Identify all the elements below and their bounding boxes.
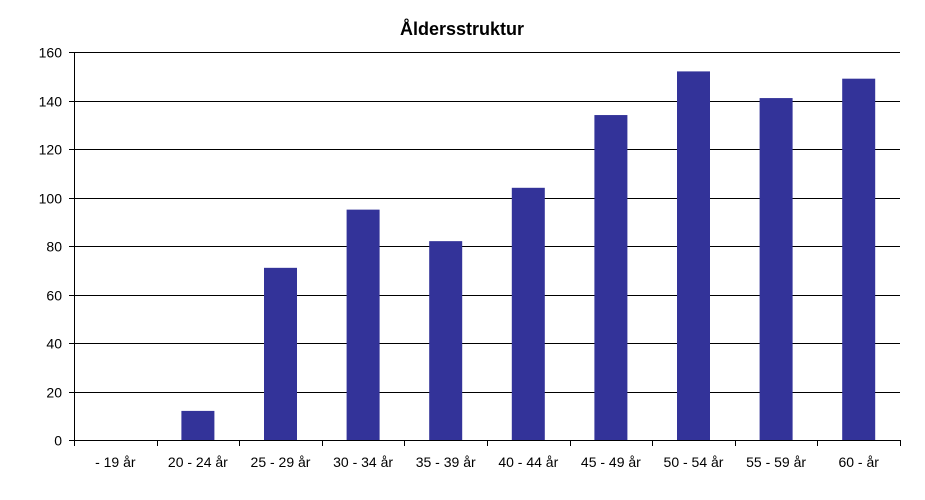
y-tick-label: 100 [39, 191, 63, 207]
bar [181, 410, 215, 440]
bar [511, 187, 545, 440]
x-tick-label: 55 - 59 år [746, 454, 806, 470]
bar [264, 267, 297, 440]
y-tick-label: 80 [46, 239, 62, 255]
x-tick-label: 40 - 44 år [498, 454, 558, 470]
x-tick-label: 25 - 29 år [251, 454, 311, 470]
x-tick-label: 30 - 34 år [333, 454, 393, 470]
chart-title: Åldersstruktur [400, 19, 524, 39]
axes [69, 52, 901, 446]
y-tick-label: 60 [46, 288, 62, 304]
bar [346, 209, 380, 441]
y-tick-label: 160 [39, 45, 63, 61]
y-tick-label: 20 [46, 385, 62, 401]
x-tick-label: 50 - 54 år [664, 454, 724, 470]
x-tick-label: 35 - 39 år [416, 454, 476, 470]
y-axis-tick-labels: 0 20 40 60 80 100 120 140 160 [39, 45, 63, 449]
x-tick-label: 20 - 24 år [168, 454, 228, 470]
y-tick-label: 0 [54, 433, 62, 449]
x-tick-label: - 19 år [95, 454, 136, 470]
x-tick-label: 45 - 49 år [581, 454, 641, 470]
y-tick-label: 40 [46, 336, 62, 352]
bars [181, 71, 876, 441]
bar [594, 115, 628, 441]
x-tick-label: 60 - år [838, 454, 879, 470]
y-tick-label: 140 [39, 94, 63, 110]
bar [429, 241, 463, 440]
gridlines [74, 52, 900, 393]
bar [677, 71, 710, 441]
bar [842, 78, 876, 441]
y-tick-label: 120 [39, 142, 63, 158]
x-axis-tick-labels: - 19 år 20 - 24 år 25 - 29 år 30 - 34 år 35 … [95, 454, 879, 470]
bar [759, 98, 793, 440]
